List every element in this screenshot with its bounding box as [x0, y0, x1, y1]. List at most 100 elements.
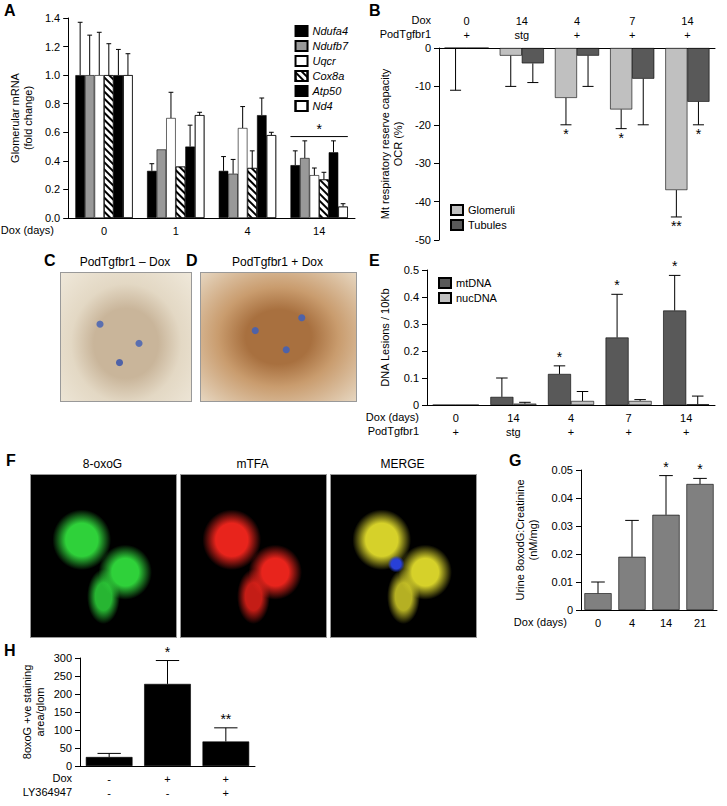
- svg-text:1.2: 1.2: [45, 41, 60, 53]
- svg-text:OCR (%): OCR (%): [392, 122, 404, 167]
- svg-text:Ndufb7: Ndufb7: [313, 40, 349, 52]
- svg-text:+: +: [223, 787, 229, 799]
- svg-text:+: +: [453, 426, 459, 438]
- svg-text:stg: stg: [514, 29, 529, 41]
- svg-text:0.02: 0.02: [552, 548, 573, 560]
- svg-text:0.4: 0.4: [45, 155, 60, 167]
- svg-text:Dox: Dox: [411, 14, 431, 26]
- svg-text:0.04: 0.04: [552, 492, 573, 504]
- svg-text:-40: -40: [415, 196, 431, 208]
- svg-text:*: *: [618, 130, 624, 146]
- svg-text:(nM/mg): (nM/mg): [527, 520, 539, 561]
- svg-text:8oxoG +ve staining: 8oxoG +ve staining: [21, 665, 33, 759]
- svg-text:-50: -50: [415, 234, 431, 246]
- svg-text:50: 50: [60, 742, 72, 754]
- svg-text:*: *: [165, 644, 171, 660]
- svg-text:4: 4: [629, 617, 635, 629]
- svg-text:4: 4: [244, 225, 250, 237]
- svg-text:14: 14: [681, 15, 693, 27]
- svg-text:-: -: [107, 787, 111, 799]
- svg-text:150: 150: [54, 706, 72, 718]
- svg-text:-10: -10: [415, 80, 431, 92]
- svg-text:1.4: 1.4: [45, 12, 60, 24]
- svg-text:Mt respiratory reserve capacit: Mt respiratory reserve capacity: [379, 68, 391, 219]
- svg-text:0.0: 0.0: [45, 212, 60, 224]
- svg-text:Dox (days): Dox (days): [1, 224, 54, 236]
- svg-text:*: *: [316, 121, 322, 137]
- svg-text:0: 0: [567, 604, 573, 616]
- svg-text:-: -: [107, 773, 111, 785]
- svg-text:*: *: [563, 126, 569, 142]
- svg-text:(fold change): (fold change): [22, 86, 34, 150]
- svg-text:+: +: [574, 29, 580, 41]
- svg-text:Ndufa4: Ndufa4: [313, 25, 348, 37]
- svg-text:Nd4: Nd4: [313, 100, 333, 112]
- svg-text:0.01: 0.01: [552, 576, 573, 588]
- svg-text:*: *: [697, 461, 703, 477]
- svg-text:**: **: [671, 218, 682, 234]
- svg-text:Dox: Dox: [52, 772, 72, 784]
- svg-text:0: 0: [425, 42, 431, 54]
- svg-text:-30: -30: [415, 157, 431, 169]
- svg-text:Uqcr: Uqcr: [313, 55, 338, 67]
- svg-text:14: 14: [516, 15, 528, 27]
- svg-text:1: 1: [173, 225, 179, 237]
- svg-text:0: 0: [66, 760, 72, 772]
- svg-text:0: 0: [413, 399, 419, 411]
- svg-text:Urine 8oxodG:Creatinine: Urine 8oxodG:Creatinine: [514, 479, 526, 600]
- svg-text:+: +: [568, 426, 574, 438]
- svg-text:*: *: [663, 459, 669, 475]
- svg-text:14: 14: [313, 225, 325, 237]
- svg-text:4: 4: [574, 15, 580, 27]
- svg-text:+: +: [164, 773, 170, 785]
- svg-text:*: *: [672, 258, 678, 274]
- svg-text:100: 100: [54, 724, 72, 736]
- svg-text:+: +: [629, 29, 635, 41]
- svg-text:0: 0: [595, 617, 601, 629]
- svg-text:7: 7: [626, 412, 632, 424]
- svg-text:0: 0: [101, 225, 107, 237]
- svg-text:0.3: 0.3: [404, 318, 419, 330]
- svg-text:7: 7: [629, 15, 635, 27]
- svg-text:mtDNA: mtDNA: [456, 277, 492, 289]
- svg-text:+: +: [625, 426, 631, 438]
- svg-text:Cox8a: Cox8a: [313, 70, 345, 82]
- svg-text:+: +: [683, 426, 689, 438]
- svg-text:Glomerular mRNA: Glomerular mRNA: [9, 72, 21, 163]
- svg-text:Dox (days): Dox (days): [366, 411, 419, 423]
- svg-text:0.2: 0.2: [45, 183, 60, 195]
- svg-text:0.8: 0.8: [45, 98, 60, 110]
- svg-text:0.5: 0.5: [404, 264, 419, 276]
- svg-text:14: 14: [660, 617, 672, 629]
- svg-text:PodTgfbr1: PodTgfbr1: [368, 425, 419, 437]
- svg-text:nucDNA: nucDNA: [456, 292, 498, 304]
- svg-text:-: -: [166, 787, 170, 799]
- svg-text:-20: -20: [415, 119, 431, 131]
- svg-text:0.4: 0.4: [404, 291, 419, 303]
- svg-text:0: 0: [464, 15, 470, 27]
- svg-text:+: +: [223, 773, 229, 785]
- svg-text:+: +: [463, 29, 469, 41]
- svg-text:*: *: [614, 277, 620, 293]
- svg-text:300: 300: [54, 652, 72, 664]
- svg-text:14: 14: [680, 412, 692, 424]
- svg-text:area/glom: area/glom: [34, 688, 46, 737]
- svg-text:Tubules: Tubules: [468, 219, 507, 231]
- svg-text:LY364947: LY364947: [23, 786, 72, 798]
- svg-text:0: 0: [453, 412, 459, 424]
- svg-text:1.0: 1.0: [45, 69, 60, 81]
- svg-text:DNA Lesions / 10Kb: DNA Lesions / 10Kb: [379, 288, 391, 386]
- svg-text:14: 14: [507, 412, 519, 424]
- svg-text:*: *: [696, 126, 702, 142]
- svg-text:+: +: [684, 29, 690, 41]
- svg-text:stg: stg: [506, 426, 521, 438]
- svg-text:0.6: 0.6: [45, 126, 60, 138]
- svg-text:*: *: [557, 349, 563, 365]
- svg-text:0.05: 0.05: [552, 464, 573, 476]
- svg-text:0.03: 0.03: [552, 520, 573, 532]
- svg-text:Glomeruli: Glomeruli: [468, 204, 515, 216]
- svg-text:0.1: 0.1: [404, 372, 419, 384]
- svg-text:Atp50: Atp50: [312, 85, 343, 97]
- svg-text:Dox (days): Dox (days): [514, 616, 567, 628]
- svg-text:200: 200: [54, 688, 72, 700]
